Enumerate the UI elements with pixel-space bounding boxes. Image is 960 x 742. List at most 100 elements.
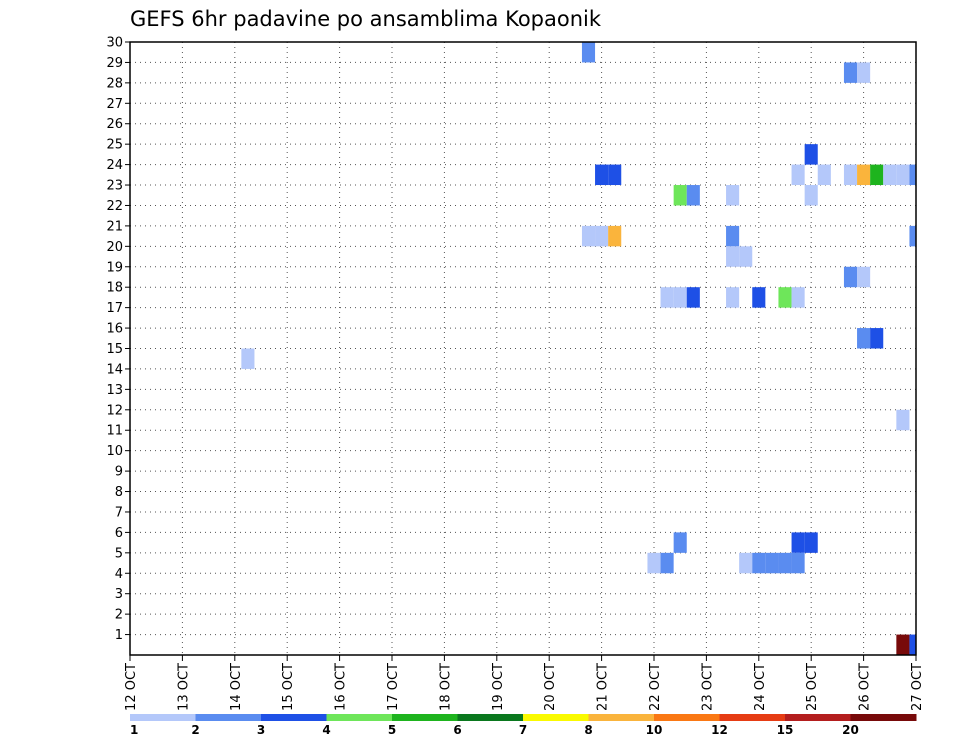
x-tick-label: 21 OCT — [596, 663, 611, 711]
colorbar-label: 3 — [257, 723, 265, 737]
precip-cell — [909, 634, 916, 655]
precip-cell — [804, 144, 818, 165]
precip-cell — [883, 164, 897, 186]
x-tick-label: 26 OCT — [858, 663, 873, 711]
colorbar-segment — [850, 714, 917, 721]
precip-cell — [739, 246, 753, 267]
precip-cell — [857, 62, 871, 83]
y-tick-label: 23 — [106, 179, 123, 194]
precip-cell — [870, 164, 884, 186]
precip-cell — [896, 634, 910, 655]
x-tick-label: 17 OCT — [386, 663, 401, 711]
precip-cell — [778, 287, 792, 308]
x-tick-label: 27 OCT — [910, 663, 925, 711]
colorbar-label: 10 — [646, 723, 663, 737]
precip-cell — [857, 266, 871, 288]
x-tick-label: 12 OCT — [124, 663, 139, 711]
precip-cell — [909, 164, 916, 186]
precip-cell — [765, 552, 779, 574]
y-tick-label: 24 — [106, 158, 123, 173]
precip-cell — [752, 552, 766, 574]
x-tick-label: 13 OCT — [176, 663, 191, 711]
precip-cell — [909, 225, 916, 247]
precip-cell — [857, 328, 871, 349]
colorbar-label: 2 — [191, 723, 199, 737]
colorbar-segment — [261, 714, 327, 721]
y-tick-label: 19 — [106, 260, 123, 275]
y-tick-label: 28 — [106, 76, 123, 91]
x-tick-label: 19 OCT — [491, 663, 506, 711]
x-axis: 12 OCT 13 OCT 14 OCT 15 OCT 16 OCT 17 OCT 18 O… — [124, 655, 925, 711]
colorbar-segment — [523, 714, 589, 721]
y-tick-label: 11 — [106, 424, 123, 439]
precip-cell — [595, 225, 609, 247]
x-tick-label: 20 OCT — [543, 663, 558, 711]
precip-cell — [791, 164, 805, 186]
x-tick-label: 14 OCT — [229, 663, 244, 711]
y-tick-label: 16 — [106, 322, 123, 337]
precip-cell — [791, 552, 805, 574]
y-tick-label: 27 — [106, 97, 123, 112]
y-tick-label: 17 — [106, 301, 123, 316]
precip-cell — [660, 287, 674, 308]
precip-cell — [686, 287, 700, 308]
precip-cell — [673, 532, 687, 553]
colorbar-label: 8 — [584, 723, 592, 737]
y-tick-label: 1 — [115, 628, 123, 643]
precip-cell — [595, 164, 609, 186]
y-tick-label: 7 — [115, 505, 123, 520]
x-tick-label: 23 OCT — [700, 663, 715, 711]
y-tick-label: 30 — [106, 36, 123, 51]
precip-cell — [870, 328, 884, 349]
colorbar-segment — [654, 714, 720, 721]
y-tick-label: 20 — [106, 240, 123, 255]
colorbar-segment — [392, 714, 458, 721]
y-tick-label: 15 — [106, 342, 123, 357]
colorbar-segment — [785, 714, 851, 721]
precip-cell — [686, 185, 700, 206]
chart-title: GEFS 6hr padavine po ansamblima Kopaonik — [130, 7, 602, 31]
precip-cell — [241, 348, 255, 369]
y-tick-label: 26 — [106, 117, 123, 132]
y-tick-label: 22 — [106, 199, 123, 214]
precip-cell — [752, 287, 766, 308]
x-tick-label: 18 OCT — [438, 663, 453, 711]
colorbar-label: 12 — [711, 723, 728, 737]
y-tick-label: 3 — [115, 587, 123, 602]
colorbar-label: 4 — [322, 723, 330, 737]
precip-cell — [791, 532, 805, 553]
colorbar-segment — [326, 714, 393, 721]
colorbar-legend: 1 2 3 4 5 6 7 8 10 12 15 20 — [130, 714, 917, 737]
precip-cell — [673, 185, 687, 206]
colorbar-label: 7 — [519, 723, 527, 737]
y-tick-label: 13 — [106, 383, 123, 398]
precip-cell — [804, 532, 818, 553]
x-tick-label: 15 OCT — [281, 663, 296, 711]
y-tick-label: 12 — [106, 403, 123, 418]
precip-cell — [739, 552, 753, 574]
colorbar-segment — [588, 714, 655, 721]
y-tick-label: 2 — [115, 608, 123, 623]
precip-cell — [608, 164, 622, 186]
colorbar-segment — [130, 714, 196, 721]
precip-cell — [778, 552, 792, 574]
precip-cell — [660, 552, 674, 574]
colorbar-label: 15 — [777, 723, 794, 737]
y-tick-label: 14 — [106, 362, 123, 377]
y-tick-label: 8 — [115, 485, 123, 500]
colorbar-segment — [457, 714, 524, 721]
y-tick-label: 9 — [115, 465, 123, 480]
precip-cells — [241, 42, 916, 655]
precip-cell — [896, 164, 910, 186]
colorbar-segment — [719, 714, 786, 721]
precip-cell — [726, 246, 740, 267]
precip-cell — [817, 164, 831, 186]
precip-cell — [726, 287, 740, 308]
precip-cell — [581, 225, 596, 247]
precip-cell — [608, 225, 622, 247]
x-tick-label: 25 OCT — [805, 663, 820, 711]
x-tick-label: 16 OCT — [334, 663, 349, 711]
y-tick-label: 21 — [106, 219, 123, 234]
precip-cell — [791, 287, 805, 308]
x-tick-label: 22 OCT — [648, 663, 663, 711]
